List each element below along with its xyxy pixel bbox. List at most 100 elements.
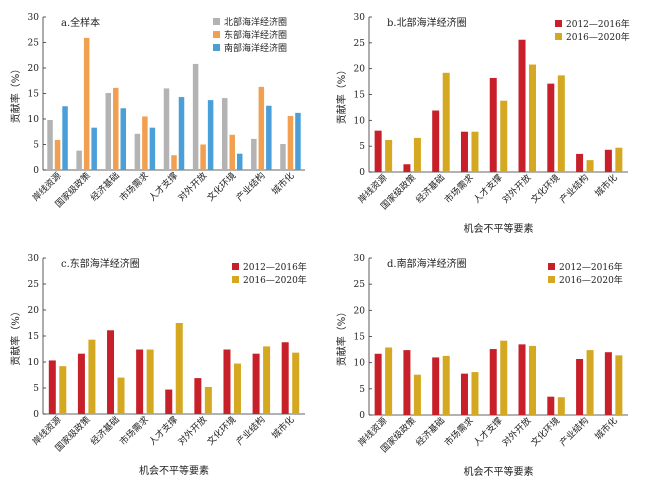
x-tick-label: 城市化 bbox=[592, 415, 620, 443]
bar-2-1-4 bbox=[500, 100, 508, 172]
legend-label: 2012—2016年 bbox=[243, 261, 307, 273]
bar-2-1-0 bbox=[385, 139, 393, 172]
bar-3-1-4 bbox=[175, 323, 183, 414]
y-tick-label: 15 bbox=[354, 333, 366, 343]
bar-1-0-2 bbox=[105, 92, 112, 170]
y-tick-label: 25 bbox=[28, 39, 40, 49]
y-axis-label: 贡献率（%） bbox=[335, 65, 348, 125]
x-axis-label: 机会不平等要素 bbox=[464, 222, 534, 235]
bar-3-1-7 bbox=[263, 346, 271, 414]
legend-swatch bbox=[548, 263, 555, 270]
x-tick-label: 经济基础 bbox=[413, 172, 447, 206]
y-tick-label: 30 bbox=[28, 13, 40, 23]
x-tick-label: 产业结构 bbox=[234, 170, 268, 204]
bar-3-1-3 bbox=[146, 349, 154, 414]
panel-title: c.东部海洋经济圈 bbox=[61, 257, 140, 270]
bar-3-1-2 bbox=[117, 377, 125, 414]
bar-2-0-8 bbox=[604, 149, 612, 172]
bar-1-1-0 bbox=[54, 139, 61, 170]
legend-swatch bbox=[232, 263, 239, 270]
x-tick-label: 对外开放 bbox=[175, 170, 209, 204]
legend-swatch bbox=[555, 33, 562, 40]
panel-title: a.全样本 bbox=[61, 16, 100, 29]
bar-1-0-0 bbox=[47, 120, 53, 170]
y-tick-label: 20 bbox=[354, 65, 366, 75]
bar-4-1-1 bbox=[413, 374, 421, 415]
y-tick-label: 30 bbox=[354, 254, 366, 264]
bar-3-0-6 bbox=[223, 349, 231, 414]
legend-label: 2016—2020年 bbox=[243, 274, 307, 286]
bar-3-0-2 bbox=[107, 330, 115, 414]
legend-swatch bbox=[213, 18, 220, 25]
x-tick-label: 市场需求 bbox=[442, 415, 476, 449]
x-tick-label: 文化环境 bbox=[528, 415, 562, 449]
y-tick-label: 30 bbox=[354, 13, 366, 23]
bar-4-1-5 bbox=[529, 345, 537, 415]
bar-1-0-1 bbox=[76, 150, 82, 170]
y-tick-label: 10 bbox=[28, 358, 40, 368]
bar-2-1-6 bbox=[557, 75, 565, 172]
x-tick-label: 城市化 bbox=[269, 414, 297, 442]
bar-2-1-3 bbox=[471, 131, 479, 172]
x-tick-label: 经济基础 bbox=[88, 414, 122, 448]
bar-4-0-4 bbox=[489, 349, 497, 415]
chart-panel-4: 051015202530贡献率（%）d.南部海洋经济圈岸线资源国家级政策经济基础… bbox=[335, 254, 628, 478]
chart-panel-3: 051015202530贡献率（%）c.东部海洋经济圈岸线资源国家级政策经济基础… bbox=[9, 254, 307, 477]
bar-1-1-8 bbox=[287, 115, 294, 170]
bar-4-1-7 bbox=[586, 350, 594, 415]
bar-1-2-8 bbox=[295, 112, 301, 170]
y-tick-label: 10 bbox=[354, 116, 366, 126]
y-tick-label: 20 bbox=[354, 306, 366, 316]
bar-4-1-6 bbox=[557, 397, 565, 415]
legend-label: 2012—2016年 bbox=[559, 261, 623, 273]
y-tick-label: 15 bbox=[28, 90, 40, 100]
bar-1-0-8 bbox=[280, 143, 286, 170]
legend-label: 南部海洋经济圈 bbox=[224, 42, 287, 54]
y-axis-label: 贡献率（%） bbox=[9, 64, 22, 124]
x-tick-label: 产业结构 bbox=[557, 172, 591, 206]
bar-1-1-3 bbox=[142, 116, 148, 170]
x-axis-label: 机会不平等要素 bbox=[139, 464, 209, 477]
bar-4-0-1 bbox=[403, 350, 411, 415]
bar-1-2-4 bbox=[178, 97, 185, 170]
bar-3-0-1 bbox=[77, 353, 85, 414]
x-tick-label: 对外开放 bbox=[175, 414, 209, 448]
bar-3-0-0 bbox=[48, 360, 56, 414]
y-tick-label: 5 bbox=[359, 385, 365, 395]
bar-2-1-1 bbox=[413, 137, 421, 172]
bar-3-1-6 bbox=[233, 363, 241, 414]
bar-2-0-2 bbox=[432, 110, 440, 172]
x-tick-label: 城市化 bbox=[269, 170, 297, 198]
y-tick-label: 20 bbox=[28, 306, 40, 316]
y-tick-label: 5 bbox=[33, 384, 39, 394]
legend-label: 东部海洋经济圈 bbox=[224, 29, 287, 41]
y-tick-label: 20 bbox=[28, 64, 40, 74]
bar-4-1-2 bbox=[442, 355, 450, 415]
bar-4-0-6 bbox=[547, 396, 555, 415]
bar-2-0-7 bbox=[576, 153, 584, 172]
bar-2-0-0 bbox=[374, 130, 382, 172]
bar-3-0-4 bbox=[165, 389, 173, 414]
bar-1-2-6 bbox=[236, 153, 243, 170]
bar-1-0-7 bbox=[251, 138, 257, 170]
x-tick-label: 人才支撑 bbox=[146, 170, 180, 204]
x-tick-label: 市场需求 bbox=[117, 170, 151, 204]
x-tick-label: 经济基础 bbox=[413, 415, 447, 449]
bar-1-1-4 bbox=[171, 155, 177, 170]
bar-4-0-2 bbox=[432, 357, 440, 415]
legend-swatch bbox=[213, 31, 220, 38]
x-tick-label: 文化环境 bbox=[528, 172, 562, 206]
bar-2-1-2 bbox=[442, 72, 450, 172]
y-axis-label: 贡献率（%） bbox=[9, 306, 22, 366]
x-tick-label: 文化环境 bbox=[204, 170, 238, 204]
bar-1-0-5 bbox=[192, 63, 199, 170]
y-tick-label: 0 bbox=[359, 411, 365, 421]
bar-3-0-7 bbox=[252, 353, 260, 414]
x-tick-label: 市场需求 bbox=[117, 414, 151, 448]
bar-1-2-2 bbox=[120, 108, 127, 170]
y-tick-label: 0 bbox=[359, 168, 365, 178]
y-tick-label: 15 bbox=[28, 332, 40, 342]
